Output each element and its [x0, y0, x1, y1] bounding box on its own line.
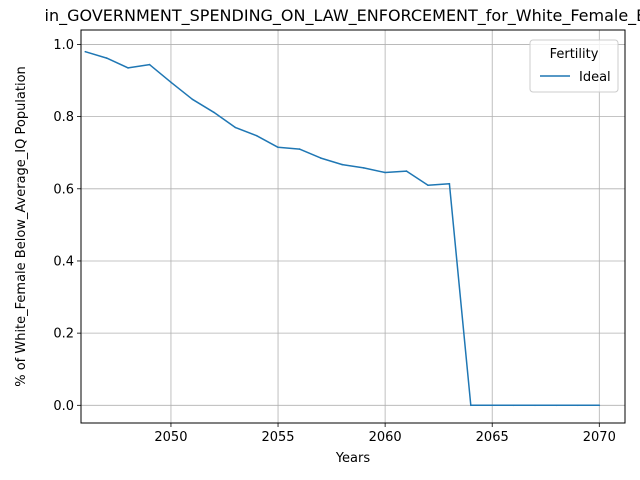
y-tick-label: 0.6: [53, 182, 74, 197]
data-point: [491, 404, 494, 407]
x-tick-label: 2065: [476, 430, 509, 445]
legend-box: [529, 39, 619, 93]
x-axis-label: Years: [335, 451, 371, 466]
data-point: [84, 50, 87, 53]
data-point: [405, 170, 408, 172]
ticks: 2050 2055 2060 2065 2070 0.0 0.2 0.4 0.6 0.8 1.0: [53, 38, 616, 445]
y-tick-label: 1.0: [53, 38, 74, 53]
series-layer: [84, 50, 601, 407]
legend-title: Fertility: [550, 47, 599, 62]
data-point: [148, 63, 151, 66]
x-tick-label: 2070: [583, 430, 616, 445]
x-tick-label: 2060: [369, 430, 402, 445]
data-point: [277, 146, 279, 149]
data-point: [255, 134, 258, 137]
y-tick-label: 0.0: [53, 399, 74, 414]
data-point: [512, 404, 515, 407]
data-point: [341, 163, 344, 166]
data-point: [448, 182, 451, 185]
data-point: [213, 111, 215, 114]
y-axis-label: % of White_Female Below_Average_IQ Popul…: [14, 66, 29, 387]
data-point: [298, 148, 301, 150]
data-point: [534, 404, 536, 407]
legend: Fertility Ideal: [529, 39, 619, 93]
data-point: [577, 404, 579, 407]
x-tick-label: 2050: [154, 430, 187, 445]
data-point: [127, 67, 129, 69]
data-point: [170, 81, 172, 84]
y-tick-label: 0.4: [53, 254, 74, 269]
data-point: [191, 98, 194, 101]
data-point: [384, 171, 386, 174]
data-point: [470, 404, 472, 407]
data-point: [362, 167, 365, 169]
data-point: [234, 126, 236, 129]
y-tick-label: 0.8: [53, 110, 74, 125]
data-point: [598, 404, 601, 407]
chart-title: in_GOVERNMENT_SPENDING_ON_LAW_ENFORCEMEN…: [45, 6, 640, 26]
data-point: [320, 157, 322, 159]
plot-frame: [80, 29, 626, 424]
legend-series-label: Ideal: [579, 70, 611, 85]
y-tick-label: 0.2: [53, 327, 74, 342]
x-tick-label: 2055: [261, 430, 294, 445]
data-point: [105, 57, 108, 59]
data-point: [427, 184, 429, 186]
data-point: [555, 404, 558, 407]
